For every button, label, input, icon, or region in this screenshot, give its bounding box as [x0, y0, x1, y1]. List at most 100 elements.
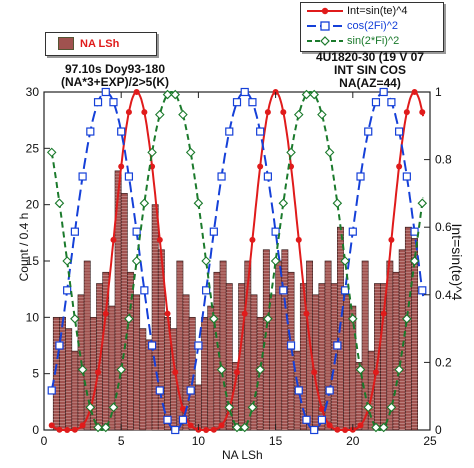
series-marker — [371, 422, 381, 433]
series-marker — [171, 425, 180, 435]
series-marker — [70, 314, 80, 324]
series-marker — [356, 172, 365, 181]
series-marker — [342, 427, 349, 433]
series-marker — [418, 286, 427, 295]
series-marker — [317, 415, 327, 424]
series-marker — [247, 402, 258, 413]
x-axis-title: NA LSh — [222, 448, 263, 462]
series-marker — [295, 236, 302, 243]
series-marker — [147, 147, 157, 158]
series-marker — [239, 422, 250, 433]
series-marker — [185, 147, 196, 158]
y2-tick-label: 0 — [435, 423, 442, 437]
x-tick-label: 0 — [41, 434, 48, 448]
bar — [194, 384, 202, 431]
y2-tick-label: 0.2 — [435, 355, 452, 369]
series-marker — [340, 256, 350, 266]
series-marker — [147, 341, 157, 350]
series-marker — [232, 98, 242, 107]
series-marker — [178, 109, 188, 120]
series-marker — [63, 286, 72, 295]
legend-entry-sin4: Int=sin(te)^4 — [307, 5, 408, 17]
series-marker — [118, 163, 125, 170]
series-marker — [388, 236, 395, 243]
series-marker — [411, 89, 418, 95]
series-marker — [141, 109, 148, 116]
series-marker — [257, 163, 264, 170]
series-marker — [325, 386, 334, 395]
series-marker — [125, 109, 132, 116]
bar — [219, 260, 227, 431]
series-marker — [140, 286, 149, 295]
series-marker — [278, 198, 289, 208]
series-marker — [378, 422, 389, 433]
series-marker — [109, 98, 118, 107]
series-marker — [248, 98, 257, 107]
x-tick-label: 25 — [423, 434, 437, 448]
legend-entry-sin2: sin(2*Fi)^2 — [307, 35, 399, 47]
series-marker — [116, 364, 126, 375]
series-marker — [224, 402, 235, 413]
bar — [281, 249, 289, 431]
series-marker — [333, 341, 342, 350]
series-marker — [193, 198, 204, 208]
series-marker — [249, 236, 256, 243]
y-axis-title: Count / 0.4 h — [17, 212, 31, 282]
series-marker — [55, 341, 64, 350]
series-marker — [209, 227, 218, 236]
x-tick-label: 15 — [269, 434, 283, 448]
series-marker — [47, 386, 56, 395]
legend-line-cos2 — [307, 21, 343, 31]
bar — [133, 294, 141, 431]
legend-swatch-bars — [58, 37, 74, 50]
series-marker — [170, 89, 181, 100]
bar — [108, 305, 116, 431]
series-marker — [133, 89, 140, 95]
series-marker — [124, 314, 134, 324]
bar-rect — [361, 260, 369, 431]
right-legend: Int=sin(te)^4 cos(2Fi)^2 sin(2*Fi)^2 — [300, 2, 444, 52]
series-marker — [234, 369, 240, 376]
legend-line-sin4 — [307, 7, 343, 15]
series-marker — [54, 198, 65, 208]
y-tick-label: 20 — [26, 198, 40, 212]
y2-tick-label: 0.4 — [435, 288, 452, 302]
series-marker — [309, 89, 319, 100]
series-marker — [132, 227, 141, 236]
series-marker — [394, 364, 404, 375]
bar — [139, 328, 147, 431]
series-marker — [286, 341, 296, 350]
series-marker — [225, 127, 234, 136]
bar-rect — [207, 305, 215, 431]
legend-entry-bars: NA LSh — [58, 37, 119, 50]
series-marker — [178, 415, 188, 424]
series-marker — [348, 314, 358, 324]
series-marker — [395, 127, 404, 136]
bar — [404, 226, 412, 431]
series-marker — [102, 310, 109, 317]
bar — [201, 316, 209, 431]
series-marker — [155, 386, 164, 395]
bar-rect — [188, 316, 196, 431]
y2-tick-label: 0.6 — [435, 220, 452, 234]
annotation-right: 4U1820-30 (19 V 07 INT SIN COS NA(AZ=44) — [290, 51, 450, 90]
series-marker — [324, 147, 335, 158]
series-marker — [286, 147, 296, 158]
bar — [411, 238, 418, 431]
series-marker — [86, 127, 95, 136]
series-marker — [210, 426, 217, 433]
y-tick-label: 25 — [26, 141, 40, 155]
series-marker — [310, 425, 319, 435]
series-marker — [334, 426, 341, 433]
bar — [213, 271, 221, 431]
series-marker — [241, 310, 248, 317]
series-marker — [396, 163, 403, 170]
series-marker — [186, 386, 195, 395]
series-marker — [255, 364, 265, 375]
series-marker — [419, 109, 426, 116]
series-marker — [77, 364, 88, 375]
series-marker — [85, 402, 96, 413]
annotation-right-line1: 4U1820-30 (19 V 07 — [315, 50, 425, 64]
series-marker — [124, 172, 134, 181]
